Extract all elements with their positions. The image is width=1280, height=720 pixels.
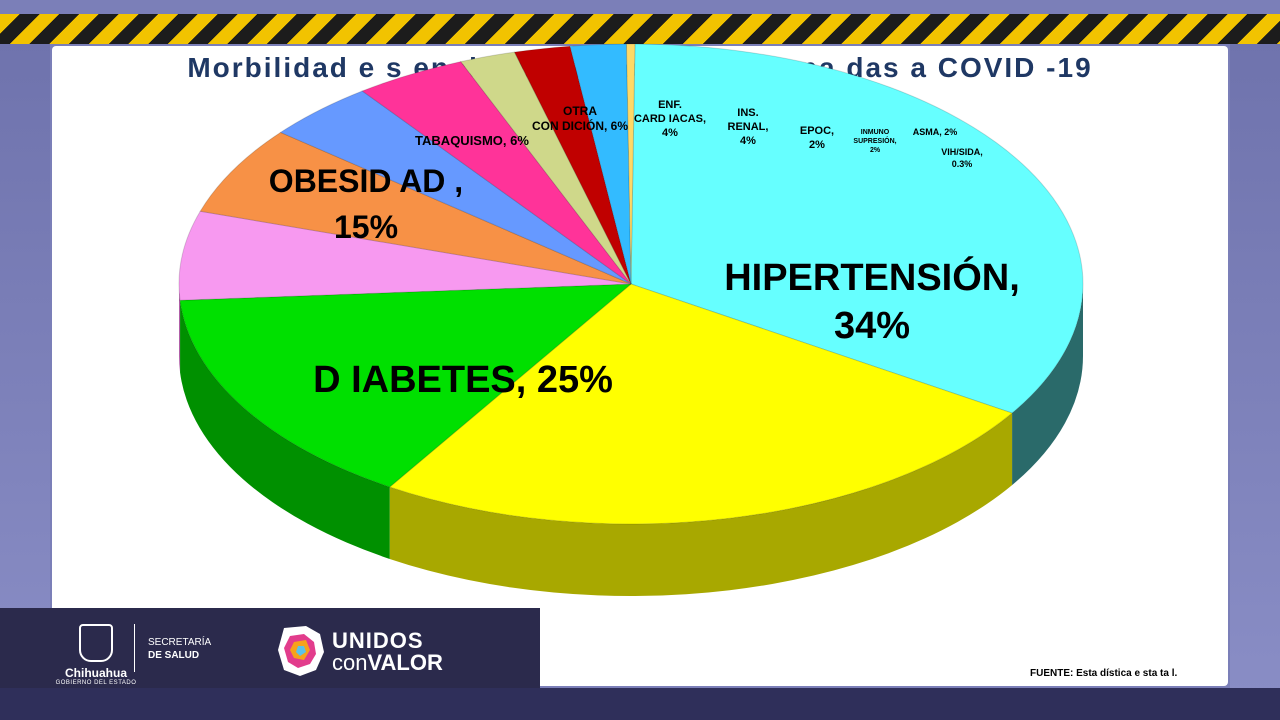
slice-label-5: ENF. CARD IACAS, 4%: [634, 99, 706, 139]
pie-slice-7: [459, 51, 632, 285]
slice-label-10: VIH/SIDA, 0.3%: [941, 147, 983, 169]
slice-label-6: INS. RENAL, 4%: [728, 107, 769, 147]
slice-label-9: ASMA, 2%: [913, 127, 958, 137]
pie-slice-2: [179, 283, 633, 488]
coat-of-arms-icon: [79, 624, 113, 662]
pie-slice-1: [388, 283, 1014, 525]
hazard-stripe-banner: [0, 14, 1280, 44]
slice-label-7: EPOC, 2%: [800, 125, 834, 151]
slice-label-4: OTRA CON DICIÓN, 6%: [532, 104, 628, 133]
pie-slice-9: [569, 43, 632, 285]
pie-slice-5: [279, 90, 632, 285]
slice-label-0: HIPERTENSIÓN, 34%: [724, 255, 1020, 347]
pie-slice-4: [199, 131, 632, 285]
campaign-valor: VALOR: [367, 650, 443, 675]
slice-label-2: OBESID AD , 15%: [269, 163, 463, 245]
gov-subtitle: GOBIERNO DEL ESTADO: [55, 680, 137, 686]
secretaria-de-salud: SECRETARÍA DE SALUD: [148, 636, 211, 662]
pie-slice-0: [630, 43, 1084, 414]
campaign-top: UNIDOS: [332, 628, 424, 653]
campaign-bottom: conVALOR: [332, 652, 443, 674]
left-background: [0, 40, 50, 720]
source-note: FUENTE: Esta dística e sta ta l.: [1030, 668, 1178, 679]
footer-bar: Chihuahua GOBIERNO DEL ESTADO SECRETARÍA…: [0, 608, 540, 688]
state-map-icon: [278, 626, 324, 676]
right-background: [1230, 40, 1280, 720]
pie-side-0: [1012, 284, 1083, 486]
pie-side-1: [389, 413, 1013, 596]
bottom-strip: [0, 688, 1280, 720]
slice-label-1: D IABETES, 25%: [313, 359, 613, 401]
pie-slice-6: [361, 61, 632, 285]
pie-slice-3: [178, 210, 632, 301]
secretaria-line1: SECRETARÍA: [148, 637, 212, 648]
pie-side-2: [180, 300, 390, 559]
pie-slice-10: [625, 43, 636, 285]
gov-name: Chihuahua: [65, 666, 127, 680]
footer-divider: [134, 624, 135, 672]
secretaria-line2: DE SALUD: [148, 650, 200, 661]
pie-slice-8: [513, 45, 632, 285]
unidos-con-valor-logo: UNIDOS conVALOR: [332, 630, 443, 674]
slice-label-3: TABAQUISMO, 6%: [415, 133, 529, 148]
chihuahua-government-logo: Chihuahua GOBIERNO DEL ESTADO: [48, 624, 144, 688]
campaign-con: con: [332, 650, 368, 675]
slice-label-8: INMUNO SUPRESIÓN, 2%: [853, 129, 896, 154]
pie-side-3: [179, 284, 181, 373]
